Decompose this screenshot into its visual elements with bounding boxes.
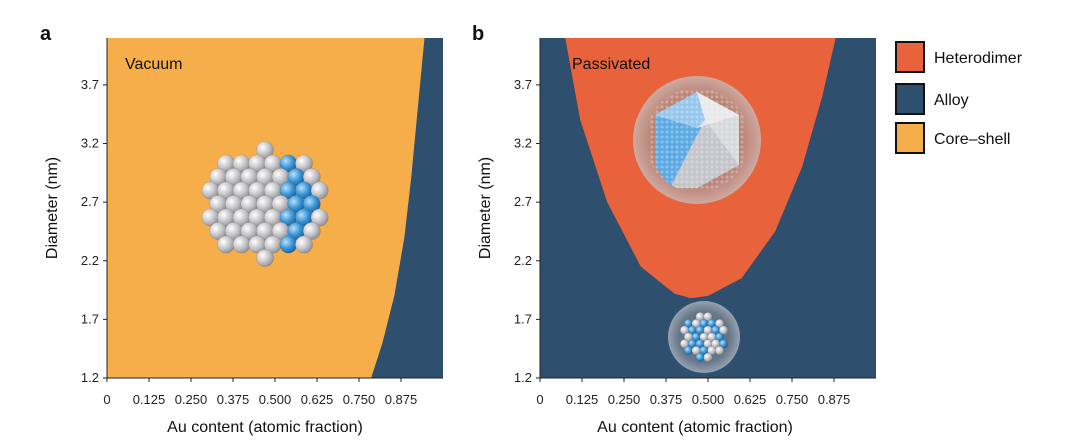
panel-b-x-label: Au content (atomic fraction) [597,419,793,436]
panel-b-ytick-label: 1.7 [514,311,532,326]
panel-a: Vacuum 0 0.125 0.250 0.375 0.500 0.625 0.750 0.… [44,38,443,436]
legend-label-coreshell: Core–shell [934,131,1010,148]
panel-b-y-label: Diameter (nm) [477,157,494,259]
panel-a-ytick-label: 3.7 [81,77,99,92]
panel-a-xtick-label: 0 [103,392,110,407]
legend-label-alloy: Alloy [934,92,969,109]
panel-a-xtick-label: 0.375 [217,392,250,407]
panel-b-ytick-label: 2.7 [514,194,532,209]
panel-b-ytick-label: 3.2 [514,136,532,151]
panel-b-xtick-label: 0.375 [650,392,683,407]
panel-a-ytick-label: 1.7 [81,311,99,326]
panel-b: Passivated 0 0.125 0.250 0.375 0.500 0.625 0.7… [477,38,876,436]
panel-b-ytick-label: 1.2 [514,370,532,385]
panel-b-xtick-label: 0.625 [734,392,767,407]
panel-a-ytick-label: 2.7 [81,194,99,209]
panel-a-title: Vacuum [125,56,183,73]
panel-a-ytick-label: 2.2 [81,253,99,268]
legend-swatch-alloy [895,83,925,115]
panel-a-y-label: Diameter (nm) [44,157,61,259]
panel-b-xtick-label: 0.500 [692,392,725,407]
panel-a-coreshell-nanoparticle-icon [201,141,329,267]
panel-a-ytick-label: 3.2 [81,136,99,151]
panel-b-ytick-label: 2.2 [514,253,532,268]
panel-b-alloy-nanoparticle-icon [668,301,740,373]
legend-label-heterodimer: Heterodimer [934,50,1023,67]
panel-a-xtick-label: 0.875 [385,392,418,407]
panel-b-xtick-label: 0.875 [818,392,851,407]
panel-b-xtick-label: 0.750 [776,392,809,407]
panel-b-xtick-label: 0 [536,392,543,407]
panel-b-heterodimer-nanoparticle-icon [633,76,761,204]
panel-b-xtick-label: 0.250 [608,392,641,407]
panel-b-title: Passivated [572,56,650,73]
legend-swatch-heterodimer [895,41,925,73]
panel-a-x-label: Au content (atomic fraction) [167,419,363,436]
panel-b-letter: b [472,23,484,45]
panel-a-xtick-label: 0.250 [175,392,208,407]
panel-a-xtick-label: 0.500 [259,392,292,407]
panel-a-ytick-label: 1.2 [81,370,99,385]
panel-a-xtick-label: 0.125 [133,392,166,407]
panel-b-xtick-label: 0.125 [566,392,599,407]
panel-a-alloy-region [371,38,443,378]
legend: Heterodimer Alloy Core–shell [895,41,1023,154]
legend-swatch-coreshell [895,122,925,154]
panel-a-xtick-label: 0.750 [343,392,376,407]
panel-b-ytick-label: 3.7 [514,77,532,92]
panel-a-xtick-label: 0.625 [301,392,334,407]
panel-a-letter: a [40,23,52,45]
